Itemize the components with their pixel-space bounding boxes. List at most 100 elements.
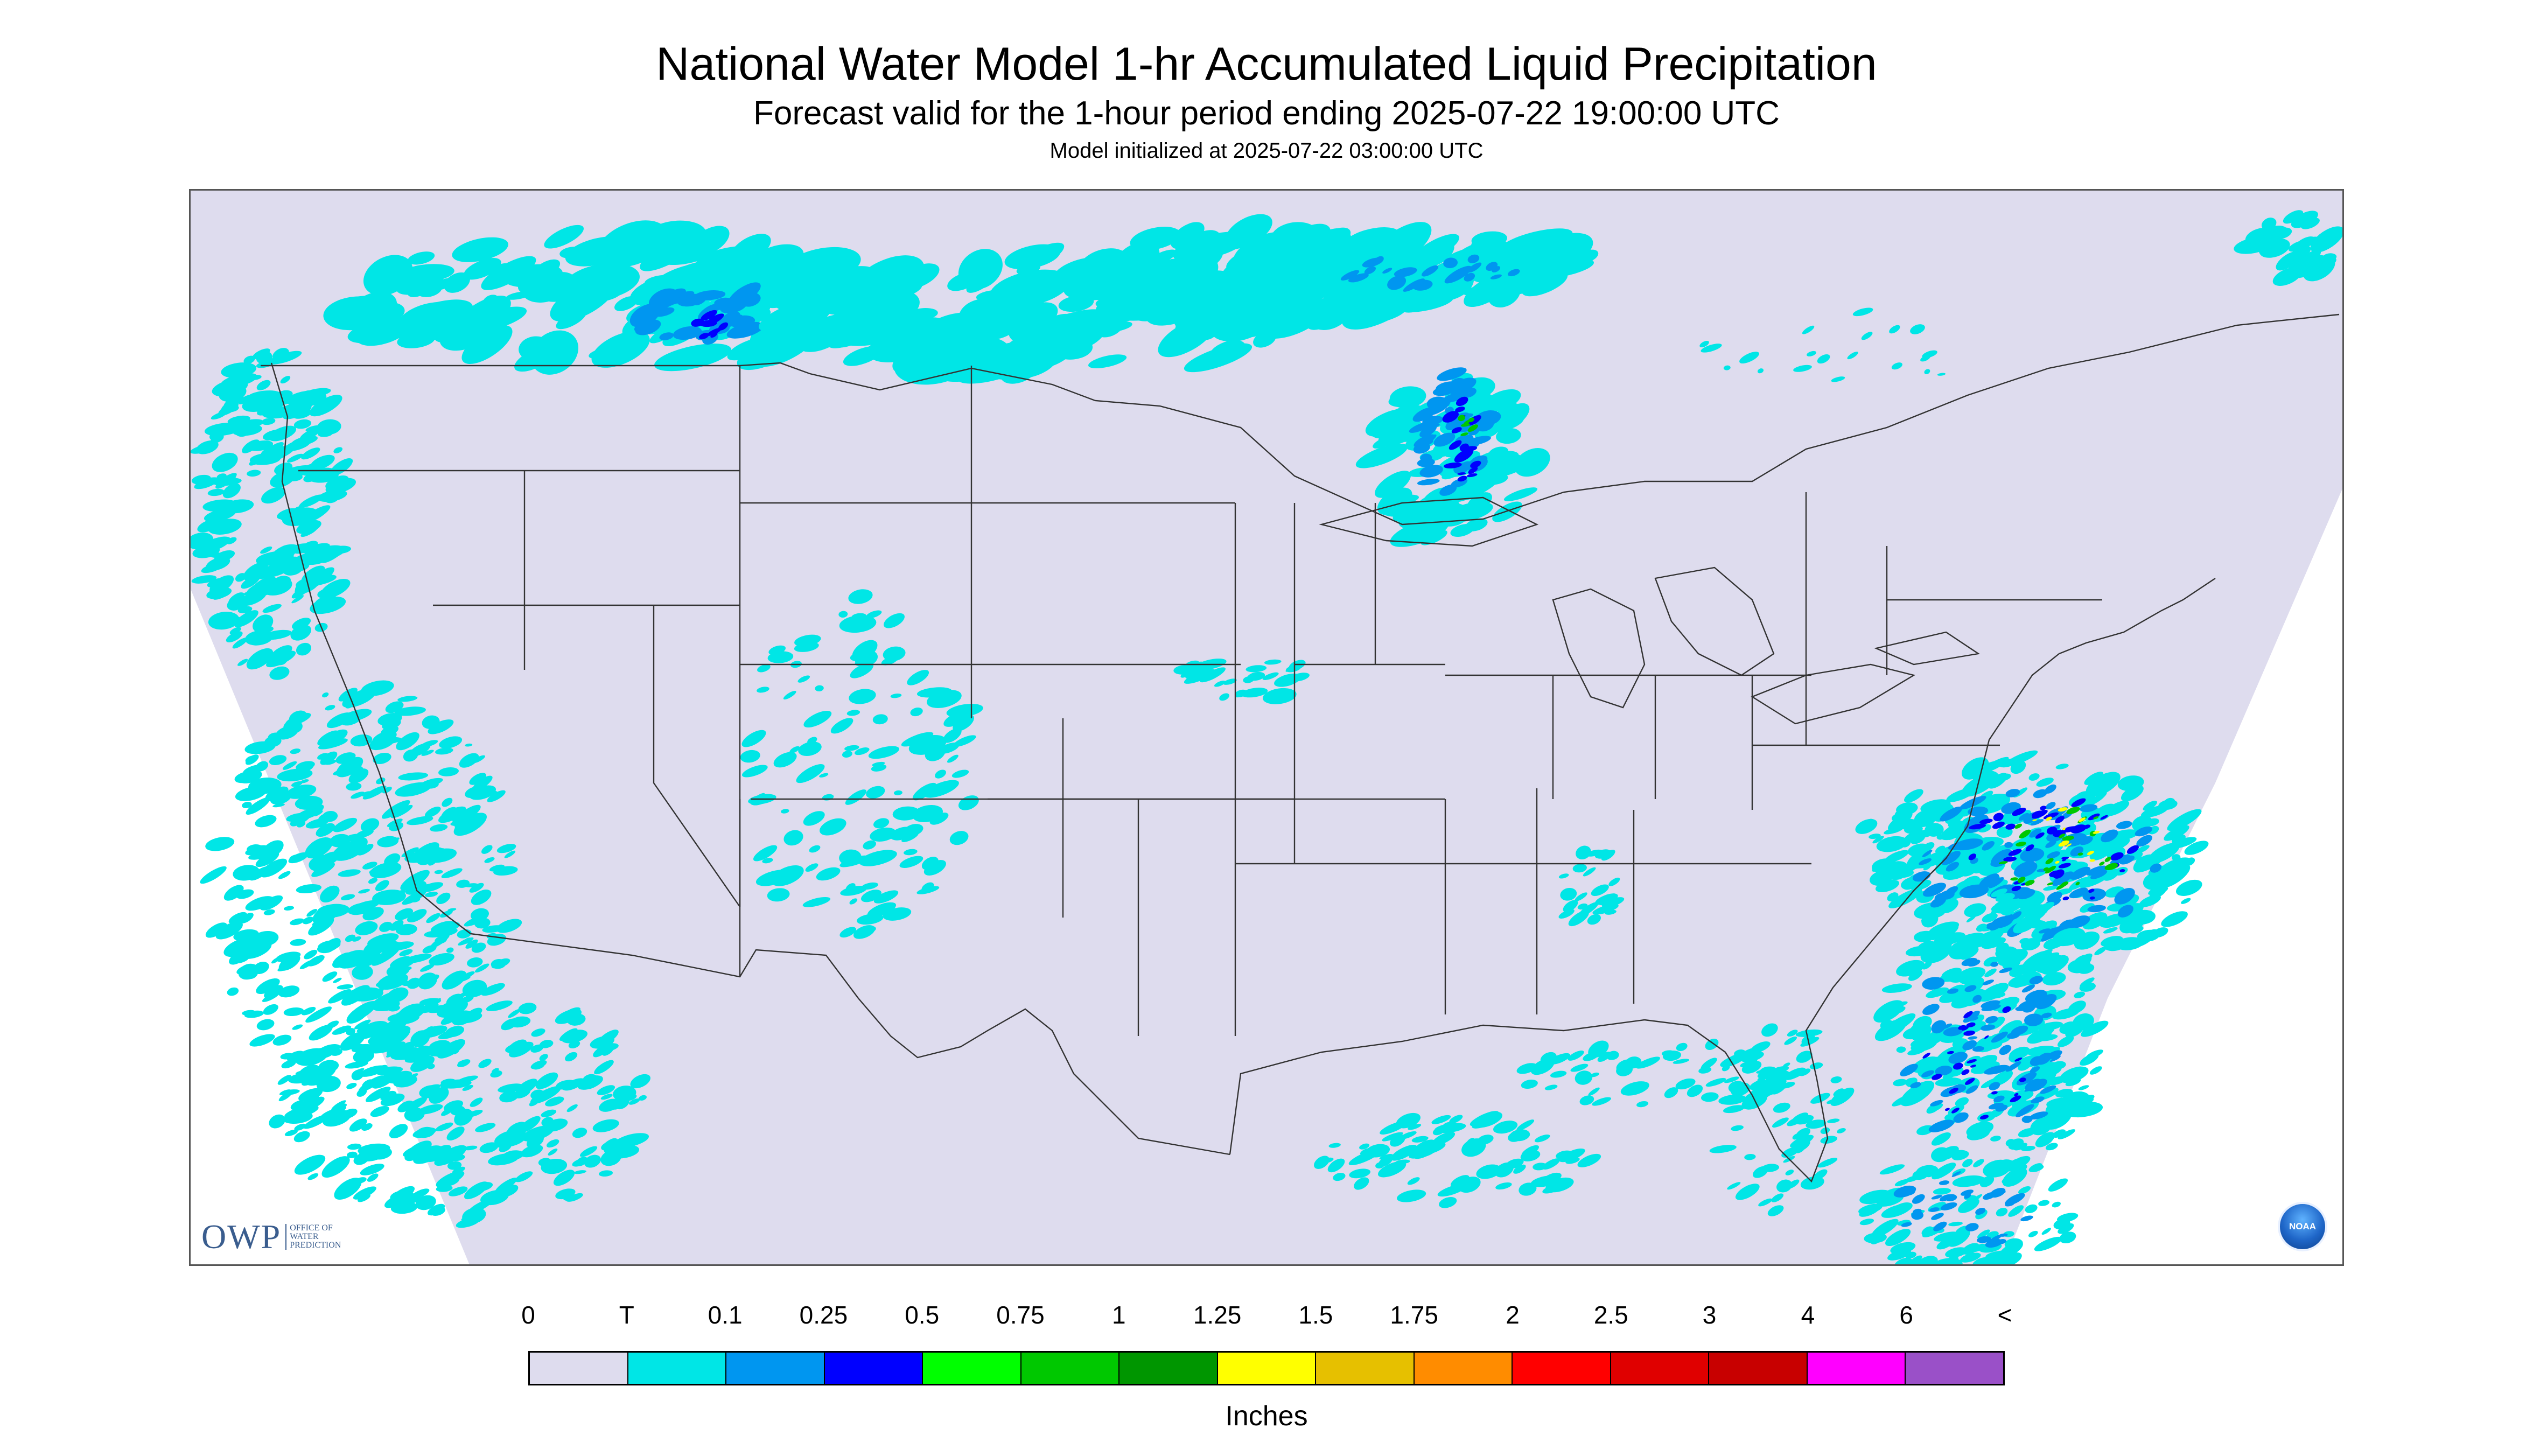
precip-cell: [341, 985, 370, 1006]
precip-cell: [1560, 887, 1577, 901]
precip-cell: [1470, 460, 1481, 468]
precip-cell: [1496, 459, 1524, 474]
precip-cell: [1744, 1154, 1756, 1160]
precip-cell: [377, 972, 408, 990]
precip-cell: [910, 708, 923, 717]
precip-cell: [714, 257, 760, 286]
precip-cell: [793, 305, 830, 327]
precip-cell: [419, 964, 435, 972]
precip-cell: [255, 851, 279, 867]
precip-cell: [446, 1126, 465, 1141]
precip-cell: [844, 745, 859, 751]
precip-cell: [294, 1154, 326, 1175]
precip-cell: [293, 419, 312, 429]
precip-cell: [1761, 1023, 1778, 1037]
precip-cell: [530, 330, 579, 375]
precip-cell: [467, 957, 483, 968]
precip-cell: [1890, 890, 1922, 906]
precip-cell: [1827, 1118, 1840, 1123]
precip-cell: [256, 978, 280, 995]
precip-cell: [2086, 772, 2121, 797]
precip-cell: [2020, 938, 2041, 951]
legend-swatch: [1709, 1353, 1808, 1384]
precip-cell: [1575, 1070, 1593, 1085]
precip-cell: [849, 689, 876, 704]
precip-cell: [242, 439, 260, 453]
precip-cell: [298, 1088, 323, 1102]
precip-cell: [1364, 266, 1376, 275]
precip-cell: [372, 1073, 396, 1089]
precip-cell: [1661, 1050, 1675, 1056]
precip-cell: [316, 1159, 324, 1166]
precip-cell: [757, 664, 771, 673]
precip-cell: [1563, 900, 1578, 912]
precip-cell: [1399, 1131, 1417, 1139]
precip-cell: [820, 818, 846, 836]
precipitation-legend: 0 T 0.1 0.25 0.5 0.75 1 1.25 1.5 1.75 2 2.5 3 4 6 <: [521, 1300, 2012, 1385]
precip-cell: [419, 998, 442, 1006]
precip-cell: [295, 1069, 315, 1075]
map-subtitle: Forecast valid for the 1-hour period end…: [753, 95, 1780, 132]
precip-cell: [1889, 325, 1900, 334]
precip-cell: [499, 1090, 519, 1103]
precip-cell: [286, 390, 327, 407]
precip-cell: [706, 327, 722, 337]
precip-cell: [394, 706, 426, 716]
precip-cell: [1558, 909, 1575, 919]
precip-cell: [366, 1087, 391, 1102]
precip-cell: [1783, 1067, 1806, 1080]
precip-cell: [276, 951, 301, 962]
precip-cell: [346, 782, 362, 791]
precip-cell: [335, 950, 366, 966]
precip-cell: [1241, 688, 1268, 698]
precip-cell: [673, 326, 702, 340]
precip-cell: [1910, 324, 1925, 334]
precip-cell: [495, 1178, 517, 1193]
precip-cell: [850, 652, 871, 662]
precip-cell: [949, 831, 969, 845]
legend-tick-label: 0.25: [799, 1301, 848, 1329]
precip-cell: [1149, 249, 1177, 265]
legend-tick-label: T: [619, 1301, 634, 1329]
precip-cell: [2136, 856, 2153, 866]
precip-cell: [241, 575, 260, 589]
precip-cell: [1968, 1036, 1978, 1040]
precip-cell: [1464, 272, 1475, 282]
legend-tick-label: 2: [1506, 1301, 1520, 1329]
precip-cell: [1879, 879, 1893, 890]
precip-cell: [1795, 1128, 1811, 1139]
precip-cell: [341, 714, 362, 726]
precip-cell: [420, 882, 443, 892]
precip-cell: [235, 573, 247, 582]
precip-cell: [300, 779, 309, 783]
precip-cell: [563, 263, 640, 301]
precip-cell: [1920, 817, 1935, 825]
precip-cell: [390, 804, 413, 818]
precip-cell: [369, 867, 386, 875]
precip-cell: [1130, 227, 1181, 250]
precip-cell: [821, 316, 844, 332]
precip-cell: [197, 519, 220, 533]
precip-cell: [300, 804, 324, 819]
precip-cell: [482, 925, 505, 933]
precip-cell: [1521, 1079, 1538, 1089]
precip-cell: [206, 557, 230, 571]
precip-cell: [263, 1004, 278, 1015]
precip-cell: [370, 1105, 389, 1117]
precip-cell: [1419, 1147, 1437, 1158]
precip-cell: [901, 732, 934, 747]
precip-cell: [1570, 1063, 1589, 1072]
precip-cell: [352, 1044, 364, 1052]
precip-cell: [490, 1070, 502, 1078]
precip-cell: [1122, 282, 1179, 314]
precip-cell: [755, 870, 792, 886]
precip-cell: [349, 1118, 367, 1132]
precip-cell: [397, 696, 418, 702]
precip-cell: [1924, 369, 1930, 375]
precip-cell: [1243, 676, 1254, 683]
precip-cell: [951, 769, 969, 778]
precip-cell: [2101, 829, 2118, 843]
precip-cell: [1870, 871, 1892, 886]
precip-cell: [870, 827, 897, 842]
precip-cell: [2005, 823, 2016, 830]
